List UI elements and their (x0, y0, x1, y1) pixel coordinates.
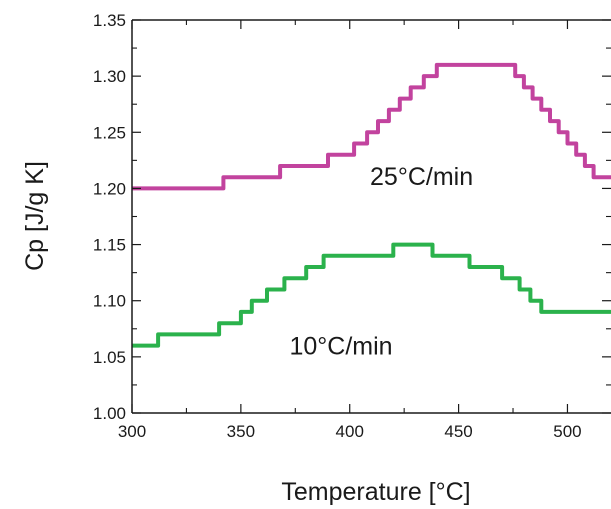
y-tick-label: 1.10 (93, 292, 126, 311)
y-axis-title: Cp [J/g K] (21, 161, 49, 271)
x-tick-label: 450 (444, 422, 472, 441)
y-tick-label: 1.15 (93, 236, 126, 255)
x-axis-title: Temperature [°C] (281, 478, 470, 506)
series-annotation-0: 25°C/min (370, 163, 473, 191)
y-tick-label: 1.25 (93, 123, 126, 142)
y-tick-label: 1.05 (93, 348, 126, 367)
x-tick-label: 500 (553, 422, 581, 441)
x-tick-label: 400 (336, 422, 364, 441)
y-tick-label: 1.20 (93, 179, 126, 198)
series-line-0 (132, 62, 611, 191)
series-line-1 (132, 242, 611, 348)
x-tick-label: 350 (227, 422, 255, 441)
y-tick-label: 1.30 (93, 67, 126, 86)
x-tick-label: 300 (118, 422, 146, 441)
y-tick-label: 1.00 (93, 404, 126, 423)
y-tick-label: 1.35 (93, 11, 126, 30)
series-annotation-1: 10°C/min (289, 333, 392, 361)
